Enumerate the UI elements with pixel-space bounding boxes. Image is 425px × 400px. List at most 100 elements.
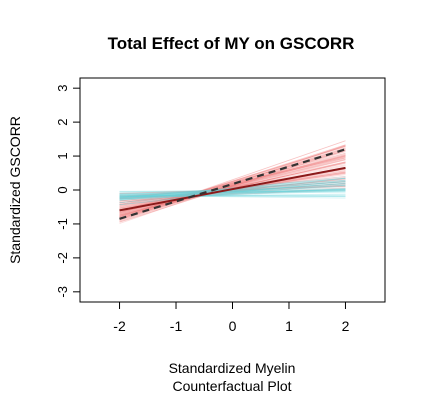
total-effect-sample-line [119,158,346,216]
total-effect-sample-line [119,170,346,205]
direct-effect-sample-line [119,188,346,198]
direct-effect-sample-line [119,182,346,202]
direct-effect-sample-line [119,178,346,204]
total-effect-sample-line [119,155,346,216]
total-effect-sample-line [119,184,346,196]
y-tick-label: -1 [55,218,70,230]
effect-lines [119,148,346,220]
total-effect-sample-line [119,140,346,219]
x-tick-label: -1 [170,318,183,334]
total-effect-sample-line [119,145,346,217]
direct-effect-sample-line [119,189,346,195]
total-effect-sample-line [119,162,346,214]
y-tick-label: -3 [55,286,70,298]
direct-effect-sample-line [119,189,346,197]
direct-effect-sample-line [119,188,346,198]
total-effect-sample-line [119,149,346,223]
total-effect-sample-line [119,150,346,223]
direct-effect-sample-line [119,194,346,197]
total-effect-sample-line [119,183,346,200]
total-effect-sample-line [119,183,346,200]
total-effect-sample-line [119,168,346,213]
direct-effect-sample-line [119,189,346,196]
y-tick-label: 3 [55,85,70,92]
direct-effect-sample-line [119,188,346,193]
direct-effect-sample-line [119,189,346,192]
total-effect-sample-line [119,146,346,218]
total-effect-sample-line [119,184,346,203]
direct-effect-sample-line [119,180,346,206]
total-effect-sample-line [119,157,346,211]
direct-effect-sample-line [119,183,346,197]
total-effect-sample-line [119,177,346,206]
y-tick-label: 1 [55,152,70,159]
total-effect-sample-line [119,164,346,209]
total-effect-sample-line [119,146,346,222]
total-effect-sample-line [119,178,346,203]
direct-effect-sample-line [119,183,346,200]
direct-effect-sample-line [119,185,346,199]
total-effect-sample-line [119,172,346,204]
total-effect-sample-line [119,144,346,219]
y-axis-label: Standardized GSCORR [7,116,23,264]
y-tick-label: -2 [55,252,70,264]
direct-effect-sample-line [119,185,346,199]
total-effect-sample-line [119,154,346,216]
direct-effect-sample-line [119,190,346,195]
total-effect-sample-line [119,180,346,203]
direct-effect-sample-line [119,186,346,198]
direct-effect-sample-line [119,189,346,200]
total-effect-sample-line [119,140,346,220]
total-effect-sample-line [119,145,346,217]
direct-effect-sample-line [119,195,346,197]
direct-effect-sample-line [119,190,346,196]
total-effect-sample-line [119,155,346,211]
total-effect-sample-line [119,165,346,209]
solid-effect-line [119,166,346,212]
total-effect-sample-line [119,144,346,224]
total-effect-sample-line [119,162,346,214]
x-tick-label: 2 [342,318,350,334]
total-effect-sample-line [119,189,346,199]
total-effect-sample-line [119,156,346,211]
direct-effect-sample-line [119,180,346,200]
total-effect-sample-line [119,154,346,217]
total-effect-sample-line [119,144,346,218]
direct-effect-sample-line [119,177,346,198]
x-tick-label: -2 [113,318,126,334]
direct-effect-sample-line [119,184,346,204]
direct-effect-sample-line [119,182,346,199]
total-effect-sample-line [119,153,346,216]
direct-effect-sample-line [119,193,346,197]
direct-effect-sample-line [119,190,346,200]
total-effect-sample-line [119,177,346,199]
x-axis-label: Standardized Myelin [169,360,296,376]
direct-effect-sample-line [119,191,346,193]
x-tick-label: 0 [229,318,237,334]
x-axis-sublabel: Counterfactual Plot [172,378,291,394]
direct-effect-sample-line [119,194,346,198]
x-tick-label: 1 [285,318,293,334]
direct-effect-sample-line [119,194,346,198]
y-tick-label: 0 [55,186,70,193]
dashed-effect-line [119,148,346,220]
total-effect-sample-line [119,161,346,210]
total-effect-sample-line [119,182,346,202]
direct-effect-sample-line [119,183,346,200]
direct-effect-sample-line [119,191,346,198]
y-axis: -3 -2 -1 0 1 2 3 [55,85,81,298]
posterior-sample-lines [119,140,346,224]
total-effect-sample-line [119,157,346,215]
total-effect-sample-line [119,155,346,216]
total-effect-sample-line [119,187,346,200]
total-effect-sample-line [119,178,346,205]
chart-title: Total Effect of MY on GSCORR [108,34,355,53]
direct-effect-sample-line [119,195,346,198]
y-tick-label: 2 [55,119,70,126]
total-effect-sample-line [119,185,346,199]
direct-effect-sample-line [119,188,346,201]
direct-effect-sample-line [119,190,346,194]
direct-effect-sample-line [119,181,346,206]
direct-effect-sample-line [119,195,346,199]
